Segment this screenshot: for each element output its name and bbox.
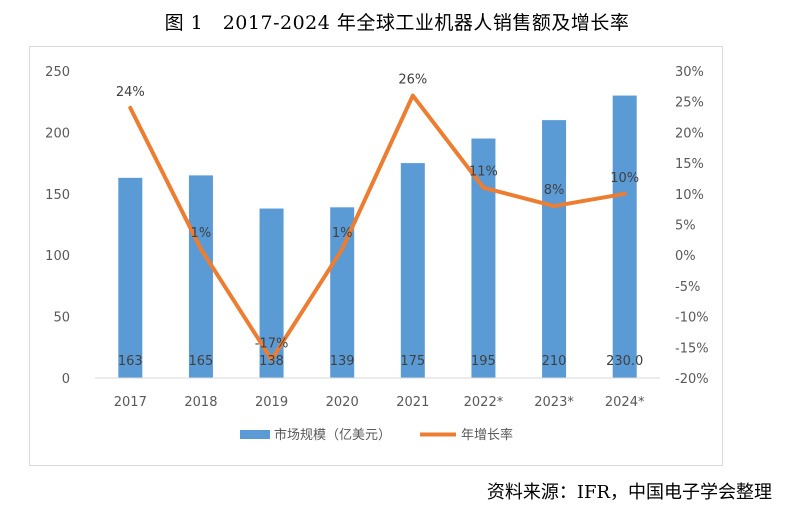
growth-line bbox=[128, 93, 627, 362]
right-tick-label: -15% bbox=[675, 341, 709, 356]
bar-value-label: 138 bbox=[259, 354, 284, 369]
bar bbox=[259, 208, 284, 378]
line-value-label: 24% bbox=[116, 85, 145, 100]
line-value-label: 1% bbox=[191, 226, 212, 241]
line-data-labels: 24% 1% -17% 1% 26% 11% 8% 10% bbox=[116, 73, 639, 352]
line-series bbox=[128, 93, 627, 362]
left-tick-label: 250 bbox=[45, 65, 70, 80]
x-tick-label: 2019 bbox=[255, 395, 288, 410]
right-tick-label: 10% bbox=[675, 188, 704, 203]
bar bbox=[542, 120, 567, 379]
line-value-label: 11% bbox=[469, 165, 498, 180]
right-tick-label: 5% bbox=[675, 219, 696, 234]
line-value-label: -17% bbox=[255, 337, 289, 352]
x-tick-label: 2018 bbox=[184, 395, 217, 410]
line-value-label: 8% bbox=[544, 183, 565, 198]
chart-title: 图 1 2017-2024 年全球工业机器人销售额及增长率 bbox=[164, 12, 630, 34]
right-tick-label: -5% bbox=[675, 280, 700, 295]
bar-value-label: 230.0 bbox=[606, 354, 643, 369]
right-tick-label: 20% bbox=[675, 126, 704, 141]
bar-data-labels: 163 165 138 139 175 195 210 230.0 bbox=[118, 354, 643, 369]
bar-value-label: 139 bbox=[330, 354, 355, 369]
left-tick-label: 0 bbox=[62, 372, 70, 387]
bar-value-label: 163 bbox=[118, 354, 143, 369]
left-axis: 0 50 100 150 200 250 bbox=[45, 65, 70, 387]
bar-value-label: 175 bbox=[400, 354, 425, 369]
x-tick-label: 2022* bbox=[464, 395, 504, 410]
bar-value-label: 195 bbox=[471, 354, 496, 369]
line-value-label: 26% bbox=[398, 73, 427, 88]
right-tick-label: 0% bbox=[675, 249, 696, 264]
left-tick-label: 150 bbox=[45, 188, 70, 203]
legend-line-label: 年增长率 bbox=[461, 427, 513, 443]
legend-bar-label: 市场规模（亿美元） bbox=[274, 427, 391, 443]
right-tick-label: 15% bbox=[675, 157, 704, 172]
right-tick-label: -20% bbox=[675, 372, 709, 387]
right-tick-label: 30% bbox=[675, 65, 704, 80]
legend-bar-swatch bbox=[240, 430, 270, 439]
line-value-label: 10% bbox=[610, 171, 639, 186]
right-axis: -20% -15% -10% -5% 0% 5% 10% 15% 20% 25% 30% bbox=[675, 65, 709, 387]
x-tick-label: 2023* bbox=[534, 395, 574, 410]
source-note: 资料来源：IFR，中国电子学会整理 bbox=[486, 482, 772, 503]
x-tick-label: 2021 bbox=[396, 395, 429, 410]
chart-frame bbox=[29, 46, 723, 466]
left-tick-label: 50 bbox=[53, 311, 70, 326]
x-axis: 2017 2018 2019 2020 2021 2022* 2023* 2024* bbox=[95, 377, 660, 410]
line-value-label: 1% bbox=[332, 226, 353, 241]
bar bbox=[188, 175, 213, 378]
bar-series bbox=[118, 95, 637, 379]
bar bbox=[118, 177, 143, 378]
legend: 市场规模（亿美元） 年增长率 bbox=[240, 427, 513, 443]
x-tick-label: 2017 bbox=[114, 395, 147, 410]
bar-value-label: 165 bbox=[189, 354, 214, 369]
left-tick-label: 100 bbox=[45, 249, 70, 264]
left-tick-label: 200 bbox=[45, 126, 70, 141]
right-tick-label: -10% bbox=[675, 311, 709, 326]
x-tick-label: 2024* bbox=[605, 395, 645, 410]
bar-value-label: 210 bbox=[542, 354, 567, 369]
x-tick-label: 2020 bbox=[326, 395, 359, 410]
bar bbox=[400, 163, 425, 378]
bar bbox=[612, 95, 637, 378]
right-tick-label: 25% bbox=[675, 96, 704, 111]
